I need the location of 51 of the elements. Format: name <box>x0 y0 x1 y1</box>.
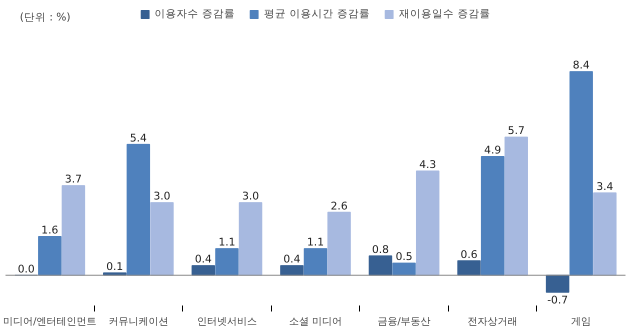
bar <box>126 144 150 276</box>
bar <box>62 185 86 276</box>
data-label: 5.4 <box>130 131 148 144</box>
bar <box>368 255 392 276</box>
bar <box>569 71 593 276</box>
data-label: 4.3 <box>419 158 436 172</box>
bar <box>38 236 62 276</box>
data-label: -0.7 <box>547 293 568 306</box>
bar <box>238 202 262 276</box>
x-tick-label: 게임 <box>571 316 592 328</box>
data-label: 0.8 <box>372 242 390 256</box>
data-label: 0.4 <box>194 252 212 266</box>
data-label: 5.7 <box>508 124 525 138</box>
data-label: 1.1 <box>307 236 324 249</box>
data-label: 3.0 <box>242 190 260 203</box>
data-label: 3.7 <box>64 172 82 186</box>
x-tick-label: 인터넷서비스 <box>196 316 257 328</box>
legend-label: 이용자수 증감률 <box>154 7 236 21</box>
data-label: 0.1 <box>106 260 124 273</box>
bar <box>215 248 239 276</box>
bar <box>593 192 617 276</box>
data-label: 3.0 <box>154 190 171 203</box>
legend-label: 평균 이용시간 증감률 <box>264 7 370 21</box>
x-tick-label: 커뮤니케이션 <box>108 316 168 328</box>
data-label: 2.6 <box>330 199 348 212</box>
data-label: 0.4 <box>283 252 301 266</box>
data-label: 1.6 <box>41 224 58 237</box>
data-label: 8.4 <box>572 58 590 72</box>
legend-label: 재이용일수 증감률 <box>398 7 490 21</box>
data-label: 3.4 <box>596 180 614 193</box>
x-tick-label: 소셜 미디어 <box>288 316 342 328</box>
data-label: 4.9 <box>484 144 502 157</box>
bar <box>192 265 216 276</box>
data-label: 1.1 <box>218 236 236 249</box>
bar <box>480 156 504 276</box>
bar <box>416 170 440 276</box>
bar <box>546 274 570 293</box>
bar <box>150 202 174 276</box>
bar <box>392 262 416 276</box>
x-tick-label: 금융/부동산 <box>377 316 431 328</box>
data-label: 0.5 <box>396 250 413 264</box>
x-tick-label: 전자상거래 <box>468 316 518 328</box>
x-tick-label: 미디어/엔터테인먼트 <box>3 316 96 328</box>
data-label: 0.0 <box>18 262 35 276</box>
bar <box>304 248 328 276</box>
data-label: 0.6 <box>460 248 478 261</box>
text: (단위 : %) <box>20 10 71 24</box>
bar <box>457 260 481 276</box>
bar <box>504 136 528 276</box>
bar <box>280 265 304 276</box>
bar <box>327 212 351 276</box>
